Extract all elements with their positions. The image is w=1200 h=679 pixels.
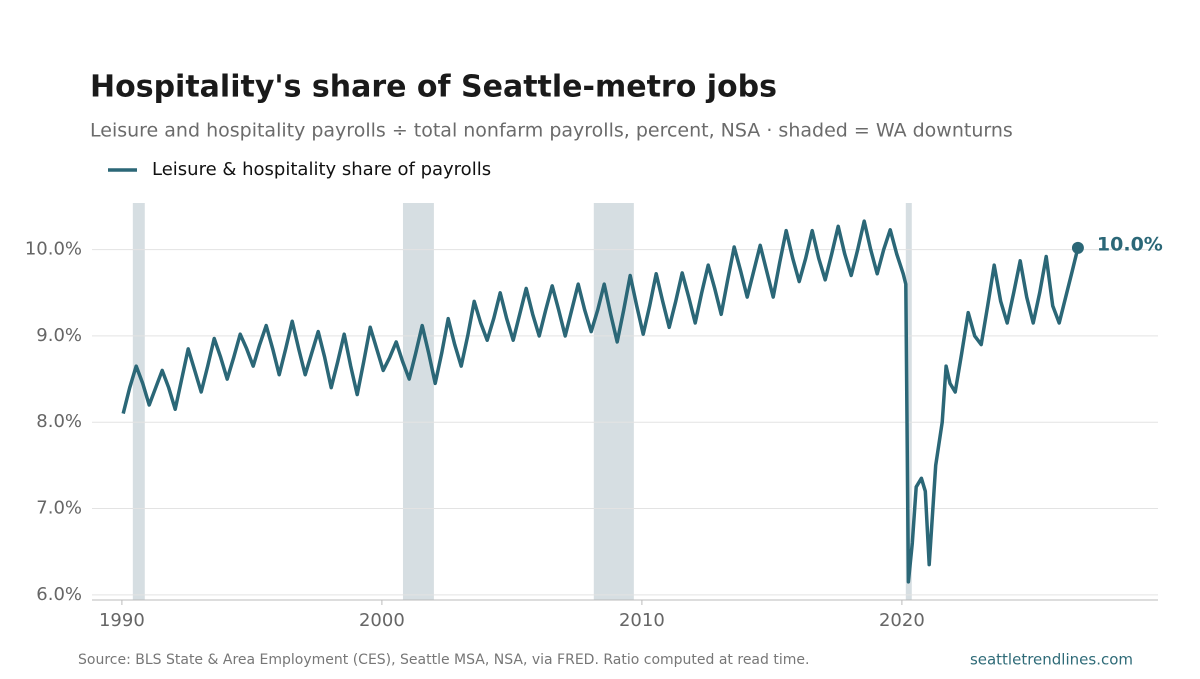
x-tick-label: 2000 <box>359 610 405 631</box>
series-line <box>121 219 1080 584</box>
y-tick-label: 8.0% <box>36 411 82 432</box>
downturn-shade <box>593 203 634 600</box>
x-tick-label: 2020 <box>879 610 925 631</box>
y-tick-label: 9.0% <box>36 325 82 346</box>
x-tick-label: 2010 <box>619 610 665 631</box>
y-tick-label: 10.0% <box>25 239 82 260</box>
downturn-shade <box>905 203 912 600</box>
downturn-shade <box>132 203 145 600</box>
legend-label: Leisure & hospitality share of payrolls <box>152 159 491 180</box>
downturn-shade <box>402 203 434 600</box>
chart-subtitle: Leisure and hospitality payrolls ÷ total… <box>90 120 1013 142</box>
y-tick-label: 7.0% <box>36 498 82 519</box>
source-note: Source: BLS State & Area Employment (CES… <box>78 652 809 668</box>
chart-title: Hospitality's share of Seattle-metro job… <box>90 70 777 105</box>
y-tick-label: 6.0% <box>36 584 82 605</box>
end-label: 10.0% <box>1097 233 1163 255</box>
x-tick-label: 1990 <box>99 610 145 631</box>
credit: seattletrendlines.com <box>970 651 1133 669</box>
last-point <box>1071 241 1084 254</box>
